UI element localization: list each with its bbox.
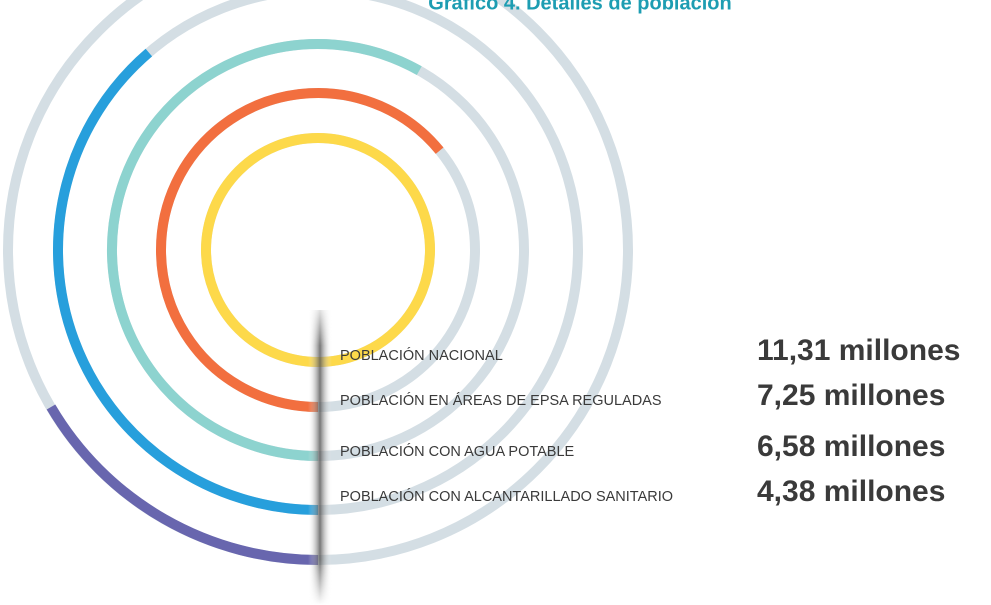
category-label: POBLACIÓN CON ALCANTARILLADO SANITARIO bbox=[340, 488, 673, 505]
ring-bar bbox=[107, 39, 422, 461]
ring-bar bbox=[156, 88, 444, 412]
category-label: POBLACIÓN NACIONAL bbox=[340, 347, 503, 364]
value-label: 11,31 millones bbox=[757, 334, 960, 367]
outer-arc bbox=[46, 404, 319, 565]
chart-title: Gráfico 4. Detalles de población bbox=[428, 0, 731, 14]
ring-bar bbox=[53, 48, 319, 515]
category-label: POBLACIÓN CON AGUA POTABLE bbox=[340, 443, 575, 460]
divider-shadow bbox=[308, 310, 332, 605]
value-label: 6,58 millones bbox=[757, 430, 945, 463]
value-label: 4,38 millones bbox=[757, 475, 945, 508]
category-label: POBLACIÓN EN ÁREAS DE EPSA REGULADAS bbox=[340, 392, 662, 409]
value-label: 7,25 millones bbox=[757, 379, 945, 412]
